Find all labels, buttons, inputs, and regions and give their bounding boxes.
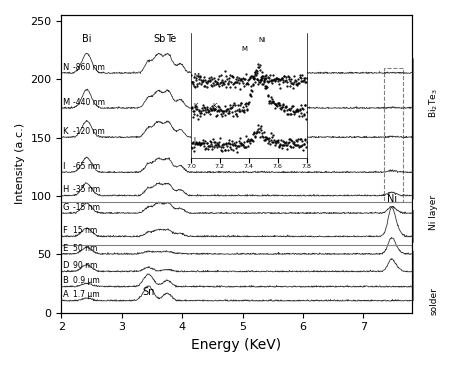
Text: Sn: Sn <box>142 287 155 297</box>
Text: M: M <box>63 98 70 107</box>
Text: Sb: Sb <box>153 34 165 44</box>
Text: N: N <box>63 63 69 72</box>
Text: solder: solder <box>429 287 438 315</box>
X-axis label: Energy (KeV): Energy (KeV) <box>191 338 282 352</box>
Text: K: K <box>63 127 68 136</box>
Y-axis label: Intensity (a.c.): Intensity (a.c.) <box>15 123 25 204</box>
Text: I: I <box>63 162 65 171</box>
Text: Ni layer: Ni layer <box>429 195 438 230</box>
Text: H: H <box>63 185 69 194</box>
Text: 50 nm: 50 nm <box>73 244 98 252</box>
Text: 90 nm: 90 nm <box>73 261 98 270</box>
Text: 0.9 μm: 0.9 μm <box>73 276 100 285</box>
Text: 1.7 μm: 1.7 μm <box>73 290 100 299</box>
Text: Te: Te <box>166 34 176 44</box>
Text: D: D <box>63 261 69 270</box>
Text: Ni: Ni <box>387 194 397 204</box>
Bar <box>384 68 402 202</box>
Text: F: F <box>63 226 67 235</box>
Text: E: E <box>63 244 68 252</box>
Text: A: A <box>63 290 68 299</box>
Text: -15 nm: -15 nm <box>73 203 100 212</box>
Text: B: B <box>63 276 68 285</box>
Text: -120 nm: -120 nm <box>73 127 105 136</box>
Text: G: G <box>63 203 69 212</box>
Text: Bi$_2$Te$_3$: Bi$_2$Te$_3$ <box>428 88 440 117</box>
Text: -35 nm: -35 nm <box>73 185 100 194</box>
Text: -65 nm: -65 nm <box>73 162 100 171</box>
Text: Bi: Bi <box>82 34 91 44</box>
Text: -440 nm: -440 nm <box>73 98 106 107</box>
Text: 15 nm: 15 nm <box>73 226 98 235</box>
Text: -860 nm: -860 nm <box>73 63 105 72</box>
